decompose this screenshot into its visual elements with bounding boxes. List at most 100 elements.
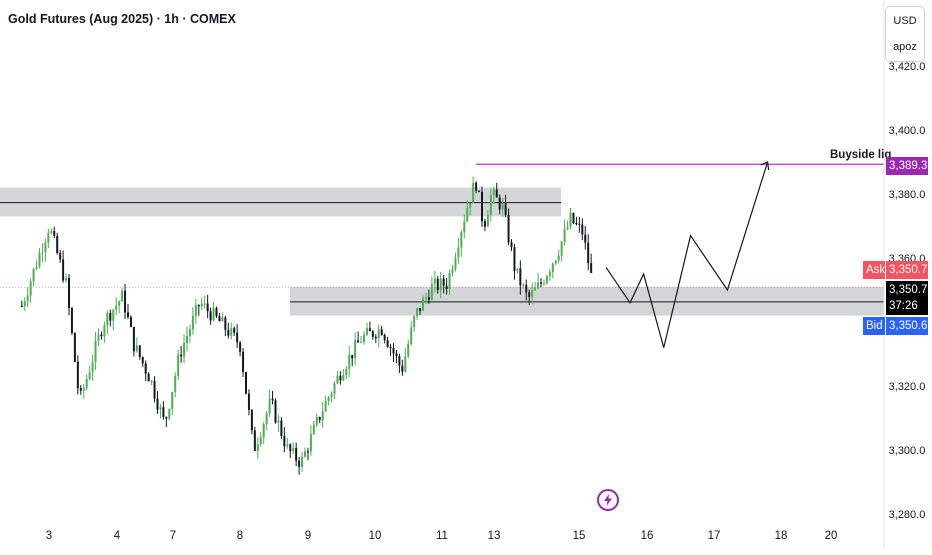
candle-body — [286, 444, 289, 447]
zones-layer — [0, 187, 884, 316]
candle-body — [333, 383, 336, 394]
candle-body — [510, 242, 513, 248]
candle-body — [245, 372, 247, 394]
candle-body — [56, 236, 59, 254]
candle-body — [233, 328, 236, 333]
candle-body — [469, 203, 472, 209]
candle-body — [424, 297, 427, 299]
candle-body — [442, 278, 445, 286]
candle-body — [407, 343, 410, 357]
candle-body — [23, 301, 26, 307]
time-tick-label: 10 — [369, 530, 382, 542]
candle-body — [312, 424, 315, 435]
candle-body — [259, 437, 262, 445]
candle-body — [292, 447, 295, 452]
candle-body — [495, 189, 498, 198]
candle-body — [73, 332, 76, 362]
lightning-icon[interactable] — [597, 489, 619, 511]
candle-body — [88, 372, 91, 379]
candle-body — [572, 213, 575, 224]
candle-body — [283, 436, 286, 447]
candle-body — [342, 374, 345, 381]
candle-body — [138, 345, 141, 358]
candle-body — [534, 287, 537, 291]
candle-body — [345, 368, 348, 375]
candle-body — [218, 315, 221, 322]
candle-body — [230, 328, 233, 336]
candle-body — [584, 234, 587, 243]
candle-body — [215, 308, 218, 316]
candle-body — [404, 356, 407, 372]
candle-body — [472, 182, 475, 204]
candle-body — [29, 281, 32, 296]
candle-body — [50, 231, 53, 233]
time-tick-label: 20 — [825, 530, 838, 542]
candle-body — [590, 263, 593, 274]
currency-unit-button[interactable]: USD apoz — [885, 6, 925, 62]
candle-body — [141, 357, 144, 364]
candle-body — [528, 292, 531, 298]
candle-body — [504, 203, 507, 215]
candle-body — [457, 247, 460, 258]
candle-body — [186, 336, 188, 343]
currency-label: USD — [893, 15, 917, 27]
candle-body — [368, 328, 371, 332]
candle-body — [242, 351, 245, 373]
candle-body — [392, 348, 395, 354]
candle-body — [209, 311, 212, 321]
candle-body — [106, 312, 109, 326]
time-tick-label: 3 — [46, 530, 52, 542]
candle-body — [545, 276, 548, 284]
candle-body — [250, 410, 253, 431]
candle-body — [327, 397, 330, 401]
candle-body — [68, 277, 70, 309]
candle-body — [315, 417, 318, 425]
candle-body — [566, 226, 569, 229]
candle-body — [298, 460, 301, 467]
candle-body — [165, 417, 168, 419]
candle-body — [271, 398, 274, 401]
candle-body — [427, 297, 430, 300]
candle-body — [256, 444, 259, 451]
time-tick-label: 9 — [305, 530, 311, 542]
candle-body — [70, 308, 73, 333]
candle-body — [79, 388, 82, 391]
candle-body — [475, 182, 478, 191]
candle-body — [492, 189, 495, 196]
candle-body — [318, 417, 321, 420]
candle-body — [365, 328, 368, 335]
candle-body — [26, 295, 29, 302]
price-tick-label: 3,380.0 — [889, 189, 926, 201]
candle-body — [513, 247, 516, 271]
candle-body — [525, 284, 528, 293]
candle-body — [121, 290, 124, 302]
price-tick-label: 3,320.0 — [889, 381, 926, 393]
candle-body — [560, 241, 563, 256]
candle-body — [454, 257, 457, 270]
candle-body — [35, 266, 38, 269]
candle-body — [129, 316, 132, 327]
candle-body — [236, 332, 239, 343]
candle-body — [451, 269, 454, 273]
candle-body — [253, 430, 256, 451]
candle-body — [354, 340, 357, 359]
candle-body — [321, 411, 324, 420]
candle-body — [537, 282, 540, 288]
candle-body — [168, 409, 171, 419]
candle-body — [147, 373, 150, 382]
candle-body — [395, 353, 398, 357]
candle-body — [324, 400, 327, 412]
candle-body — [203, 303, 206, 305]
candle-body — [522, 284, 525, 286]
candle-body — [103, 325, 106, 337]
ask-label: Ask — [863, 261, 885, 279]
candle-body — [419, 308, 422, 311]
candle-body — [85, 378, 88, 389]
candle-body — [188, 329, 191, 337]
candle-body — [478, 190, 481, 192]
buyside-liquidity-label: Buyside liq — [830, 149, 891, 161]
candles-layer — [20, 176, 593, 475]
candle-body — [115, 305, 118, 310]
